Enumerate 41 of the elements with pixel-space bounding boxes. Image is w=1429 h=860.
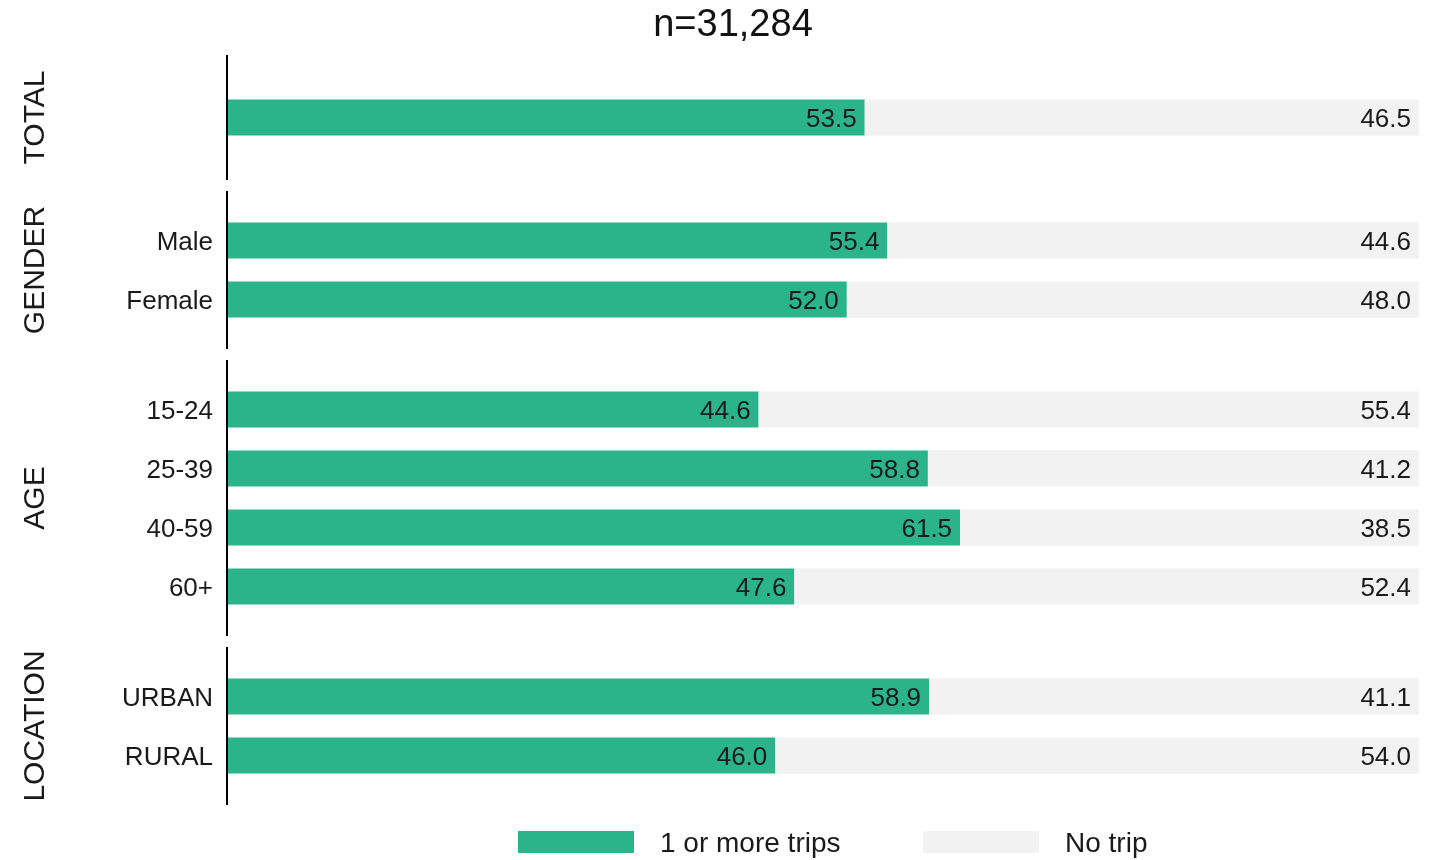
bar [227,391,759,428]
bar [794,568,1419,605]
data-label: 55.4 [828,225,880,256]
data-label: 54.0 [1360,740,1411,771]
bar [960,509,1419,546]
data-label: 38.5 [1360,512,1411,543]
y-tick-label: Male [156,225,213,256]
y-axis-title: LOCATION [17,650,50,802]
bar [758,391,1419,428]
data-label: 52.0 [788,284,839,315]
legend-label: No trip [1065,826,1148,858]
bar [227,509,961,546]
y-tick-label: URBAN [121,681,213,712]
data-label: 46.0 [716,740,768,771]
bar [227,568,795,605]
data-label: 58.9 [870,681,922,712]
y-tick-label: RURAL [124,740,213,771]
data-label: 44.6 [1360,225,1411,256]
data-label: 48.0 [1360,284,1411,315]
y-tick-label: 25-39 [146,453,213,484]
data-label: 52.4 [1360,571,1411,602]
data-label: 47.6 [735,571,787,602]
y-tick-label: Female [126,284,213,315]
y-tick-label: 15-24 [146,394,213,425]
data-label: 46.5 [1360,102,1411,133]
data-label: 41.1 [1360,681,1411,712]
chart-title: n=31,284 [653,2,813,44]
y-axis-title: TOTAL [17,70,50,165]
data-label: 44.6 [700,394,751,425]
data-label: 61.5 [901,512,953,543]
data-label: 58.8 [869,453,920,484]
data-label: 55.4 [1360,394,1411,425]
y-tick-label: 60+ [168,571,213,602]
data-label: 41.2 [1360,453,1411,484]
legend-label: 1 or more trips [660,826,841,858]
y-axis-title: AGE [17,466,50,530]
y-axis-title: GENDER [17,205,50,335]
data-label: 53.5 [806,102,857,133]
bar [927,450,1419,487]
bar [227,450,928,487]
y-tick-label: 40-59 [146,512,213,543]
